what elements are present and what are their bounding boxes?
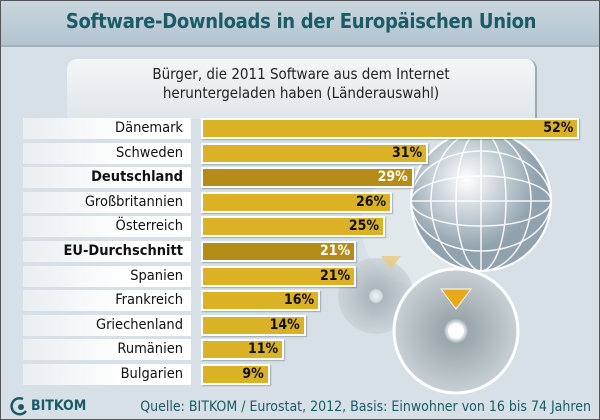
bar: 9% xyxy=(201,364,270,385)
source-note: Quelle: BITKOM / Eurostat, 2012, Basis: … xyxy=(140,399,591,415)
category-label: Schweden xyxy=(23,142,191,164)
bar: 29% xyxy=(201,167,414,189)
category-label: Dänemark xyxy=(23,118,191,139)
bar: 52% xyxy=(201,118,580,139)
bar: 26% xyxy=(201,191,393,213)
category-label: Spanien xyxy=(23,265,191,287)
bar: 14% xyxy=(201,314,306,336)
value-label: 25% xyxy=(348,218,379,235)
chart-title: Software-Downloads in der Europäischen U… xyxy=(65,9,537,33)
category-label: EU-Durchschnitt xyxy=(23,241,191,262)
value-label: 31% xyxy=(392,144,423,161)
value-label: 26% xyxy=(356,193,387,210)
category-label: Deutschland xyxy=(23,167,191,189)
category-label: Großbritannien xyxy=(23,191,191,213)
value-label: 52% xyxy=(543,120,574,136)
bar: 31% xyxy=(201,142,429,164)
arrow-down-icon xyxy=(381,256,401,269)
value-label: 16% xyxy=(284,292,315,309)
bitkom-logo: BITKOM xyxy=(9,396,86,416)
bar: 11% xyxy=(201,339,285,361)
bar: 25% xyxy=(201,216,385,238)
value-label: 21% xyxy=(320,243,351,259)
bar: 16% xyxy=(201,290,321,312)
subtitle-line-1: Bürger, die 2011 Software aus dem Intern… xyxy=(152,65,450,83)
title-bar: Software-Downloads in der Europäischen U… xyxy=(1,1,599,47)
subtitle-panel xyxy=(67,59,537,119)
globe-cd-illustration xyxy=(338,131,552,395)
category-label: Rumänien xyxy=(23,339,191,361)
category-label: Österreich xyxy=(23,216,191,238)
value-label: 9% xyxy=(242,366,264,382)
category-label: Frankreich xyxy=(23,290,191,312)
category-label: Bulgarien xyxy=(23,364,191,385)
value-label: 21% xyxy=(320,267,351,284)
bar: 21% xyxy=(201,241,357,262)
category-label: Griechenland xyxy=(23,314,191,336)
subtitle-line-2: heruntergeladen haben (Länderauswahl) xyxy=(162,84,440,102)
arrow-down-icon xyxy=(440,288,472,310)
value-label: 29% xyxy=(377,169,408,186)
value-label: 11% xyxy=(248,341,279,358)
bitkom-logo-icon xyxy=(10,397,28,416)
logo-text: BITKOM xyxy=(31,398,87,414)
chart-subtitle: Bürger, die 2011 Software aus dem Intern… xyxy=(67,65,535,103)
value-label: 14% xyxy=(269,316,300,333)
bar: 21% xyxy=(201,265,357,287)
